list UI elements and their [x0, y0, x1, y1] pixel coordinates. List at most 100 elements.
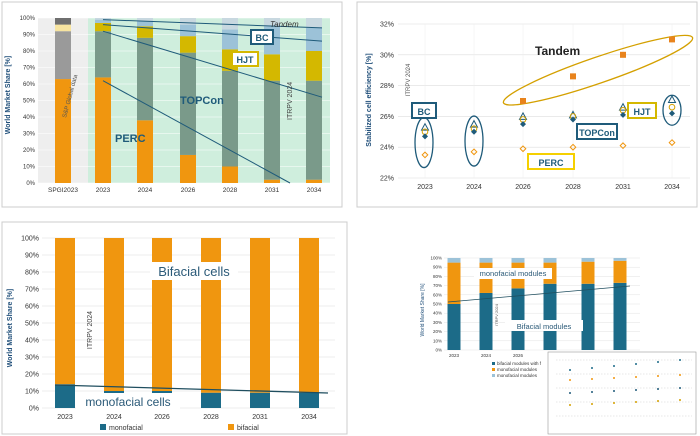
- legend-swatch-0: [492, 362, 495, 365]
- inset-point: [569, 379, 571, 381]
- label-bg-bifacial: [150, 262, 238, 280]
- bar-bifacial-2023: [55, 238, 75, 385]
- label-bifacial-modules: Bifacial modules: [517, 322, 572, 331]
- y-tick-label: 22%: [380, 176, 394, 183]
- inset-point: [591, 367, 593, 369]
- label-bg-bifacial: [505, 320, 583, 331]
- legend-swatch-1: [492, 368, 495, 371]
- y-tick-label: 60%: [433, 292, 442, 297]
- label-monofacial-cells: monofacial cells: [85, 395, 170, 409]
- point-perc-2024: [470, 148, 478, 156]
- watermark: ITRPV 2024: [287, 82, 294, 120]
- inset-point: [635, 376, 637, 378]
- bar-tandem-2023: [95, 18, 111, 20]
- bar-hjt-2024: [137, 26, 153, 38]
- legend-label-2: monofacial modules: [497, 373, 538, 378]
- legend-label-monofacial: monofacial: [109, 425, 143, 432]
- trend-line: [447, 285, 631, 303]
- point-bc-2026: [518, 111, 528, 120]
- x-tick-label: 2024: [481, 353, 492, 358]
- bar-perc-2031: [264, 179, 280, 183]
- bar-teal-2024: [479, 292, 493, 350]
- point-bc-2031: [618, 102, 628, 111]
- inset-point: [613, 365, 615, 367]
- x-tick-label: 2031: [252, 414, 268, 421]
- y-tick-label: 90%: [433, 265, 442, 270]
- inset-point: [657, 388, 659, 390]
- y-tick-label: 0%: [435, 348, 442, 353]
- y-tick-label: 0%: [29, 406, 39, 413]
- bar-bifacial-2031: [250, 238, 270, 393]
- point-topcon-2031: [620, 111, 626, 118]
- bar-teal-2026: [511, 288, 525, 350]
- point-bc-2024: [469, 119, 479, 128]
- bar-grey-2034: [613, 258, 627, 261]
- bar-grey-2023: [447, 258, 461, 263]
- point-topcon-2034: [669, 110, 675, 117]
- x-tick-label: SPGI2023: [48, 187, 78, 194]
- x-tick-label: 2028: [203, 414, 219, 421]
- y-tick-label: 26%: [380, 114, 394, 121]
- point-topcon-2026: [520, 121, 526, 128]
- legend-swatch-2: [492, 374, 495, 377]
- bar-tandem-2034: [306, 18, 322, 28]
- inset-point: [591, 391, 593, 393]
- label-topcon: TOPCon: [579, 128, 615, 138]
- label-bg-monofacial: [474, 268, 552, 279]
- point-topcon-2028: [570, 116, 576, 123]
- bar-orange-2034: [613, 260, 627, 283]
- label-hjt: HJT: [633, 107, 651, 117]
- inset-point: [591, 403, 593, 405]
- legend-swatch-monofacial: [100, 424, 106, 430]
- trend-line-0: [102, 24, 323, 42]
- point-perc-2034: [668, 139, 676, 147]
- label-topcon: TOPCon: [180, 95, 224, 107]
- y-tick-label: 30%: [25, 355, 39, 362]
- bar-monofacial-2023: [55, 384, 75, 408]
- y-tick-label: 10%: [23, 165, 36, 171]
- inset-point: [569, 404, 571, 406]
- label-bc: BC: [418, 107, 431, 117]
- y-tick-label: 70%: [23, 66, 36, 72]
- bar-bifacial-2034: [299, 238, 319, 393]
- bars: [55, 18, 322, 183]
- label-box-bc: [250, 29, 274, 45]
- y-tick-label: 80%: [433, 274, 442, 279]
- bar-monofacial-2031: [250, 392, 270, 408]
- y-axis-label: World Market Share [%]: [7, 289, 14, 367]
- bar-monofacial-2034: [299, 392, 319, 408]
- x-tick-label: 2031: [615, 184, 631, 191]
- label-tandem: Tandem: [535, 44, 580, 58]
- watermark: ITRPV 2024: [406, 63, 412, 96]
- y-tick-label: 20%: [25, 372, 39, 379]
- y-tick-label: 90%: [25, 253, 39, 260]
- bar-bc-2028: [222, 29, 238, 50]
- bar-spgi-yellow: [55, 24, 71, 32]
- bar-teal-2034: [613, 282, 627, 350]
- inset-point: [679, 359, 681, 361]
- label-box-hjt: [627, 102, 657, 119]
- y-tick-label: 40%: [23, 115, 36, 121]
- y-tick-label: 20%: [433, 329, 442, 334]
- x-tick-label: 2034: [301, 414, 317, 421]
- x-tick-label: 2031: [265, 187, 280, 194]
- label-box-bc: [411, 102, 437, 119]
- bar-bc-2034: [306, 27, 322, 51]
- y-tick-label: 80%: [25, 270, 39, 277]
- legend-label-bifacial: bifacial: [237, 425, 259, 432]
- label-bifacial-cells: Bifacial cells: [158, 264, 230, 279]
- inset-point: [613, 377, 615, 379]
- bar-grey-2024: [479, 258, 493, 263]
- bar-grey-2026: [511, 258, 525, 263]
- inset-efficiency-chart: [547, 351, 697, 435]
- y-tick-label: 28%: [380, 83, 394, 90]
- y-tick-label: 60%: [25, 304, 39, 311]
- x-tick-label: 2026: [515, 184, 531, 191]
- bar-grey-2028: [543, 258, 557, 263]
- inset-point: [657, 361, 659, 363]
- y-tick-label: 50%: [25, 321, 39, 328]
- inset-point: [657, 400, 659, 402]
- x-tick-label: 2026: [154, 414, 170, 421]
- bar-grey-2031: [581, 258, 595, 262]
